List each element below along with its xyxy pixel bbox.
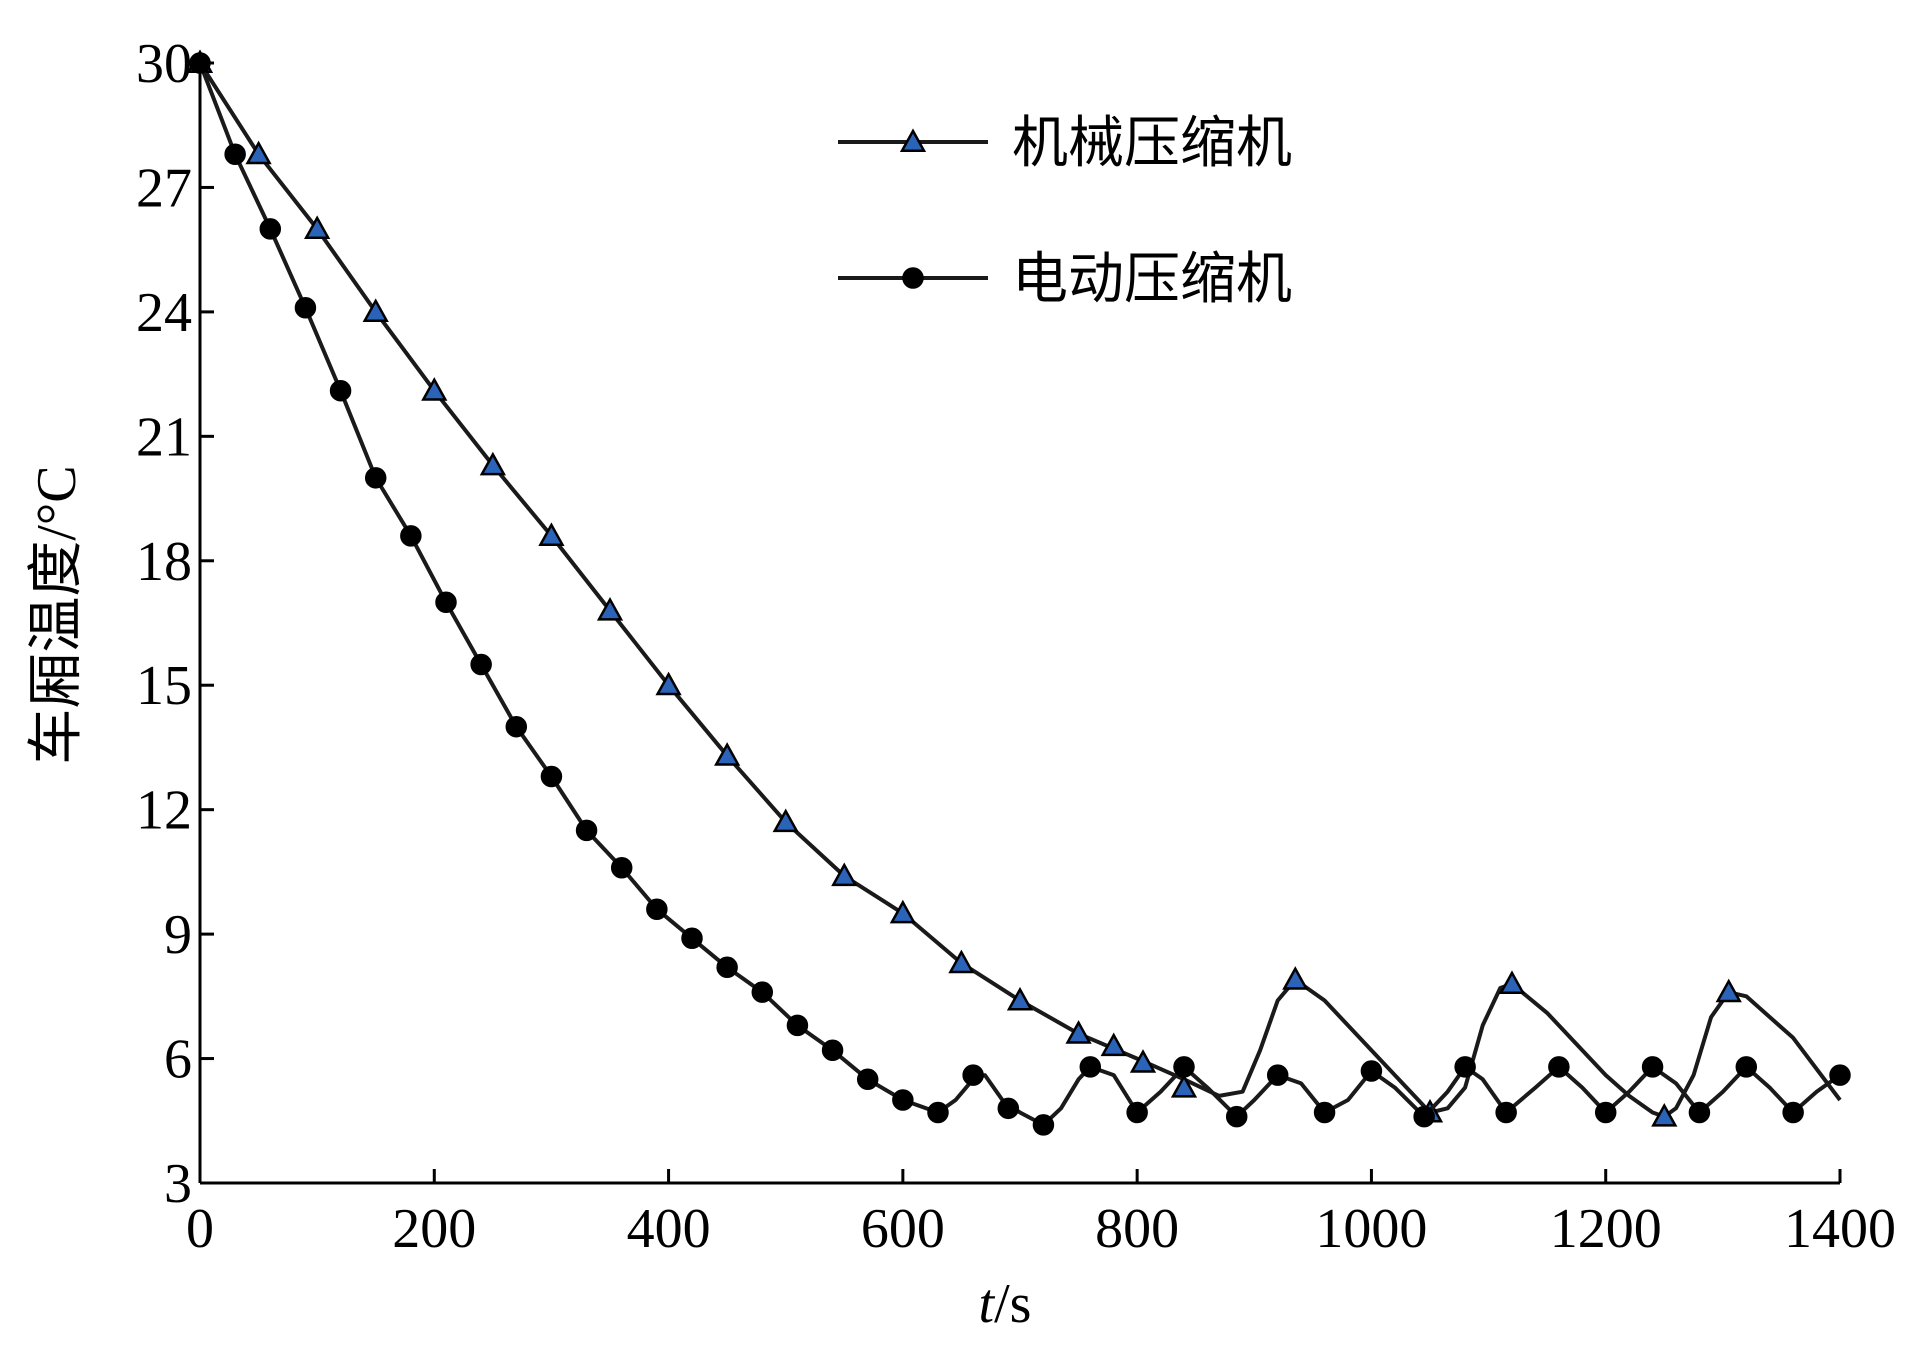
circle-marker: [575, 819, 598, 842]
x-tick-label: 1200: [1550, 1198, 1662, 1260]
circle-marker: [1126, 1101, 1148, 1124]
circle-marker: [224, 143, 246, 166]
circle-marker: [1360, 1060, 1383, 1082]
triangle-marker: [479, 451, 506, 476]
axes: 0 200 400 600 800 1000 1200 1400 3 6 9 12 15 18 21 24 27…: [136, 33, 1896, 1260]
triangle-marker: [772, 808, 799, 833]
triangle-marker: [1498, 970, 1526, 994]
triangle-marker: [304, 215, 331, 239]
circle-marker: [1594, 1101, 1617, 1124]
circle-marker: [1173, 1056, 1195, 1078]
x-tick-label: 400: [627, 1198, 711, 1260]
triangle-marker: [1715, 978, 1742, 1003]
circle-marker: [1548, 1056, 1570, 1078]
legend-label: 机械压缩机: [1012, 113, 1292, 175]
y-tick-label: 3: [164, 1153, 192, 1215]
circle-marker: [927, 1101, 949, 1124]
circle-marker: [400, 525, 422, 547]
circle-marker: [1495, 1101, 1517, 1124]
circle-marker: [1641, 1056, 1664, 1078]
triangle-marker: [1006, 986, 1034, 1011]
circle-marker: [294, 296, 317, 319]
x-tick-label: 1000: [1315, 1198, 1427, 1260]
circle-marker: [610, 856, 633, 879]
triangle-marker: [1651, 1103, 1678, 1127]
circle-marker: [189, 52, 211, 74]
y-tick-label: 21: [136, 406, 192, 468]
triangle-marker: [1170, 1074, 1198, 1098]
series-layer: [186, 49, 1851, 1136]
circle-marker: [505, 715, 528, 738]
x-tick-label: 0: [186, 1198, 214, 1260]
circle-marker: [716, 956, 738, 979]
y-axis-label: 车厢温度/°C: [26, 465, 88, 764]
y-tick-label: 15: [136, 655, 192, 717]
triangle-marker: [362, 298, 389, 322]
circle-marker: [997, 1097, 1020, 1120]
circle-marker: [856, 1068, 879, 1091]
circle-marker: [1454, 1056, 1476, 1078]
triangle-marker: [1282, 966, 1309, 990]
triangle-marker: [596, 596, 624, 621]
legend-circle-marker: [902, 267, 924, 289]
legend-label: 电动压缩机: [1012, 249, 1292, 311]
triangle-marker: [421, 377, 448, 401]
triangle-marker: [245, 140, 272, 165]
x-axis-label-unit: /s: [994, 1273, 1031, 1335]
y-tick-label: 18: [136, 531, 192, 593]
circle-marker: [892, 1089, 914, 1111]
circle-marker: [1829, 1064, 1851, 1086]
y-tick-label: 12: [136, 780, 192, 842]
circle-marker: [470, 653, 492, 676]
circle-marker: [821, 1039, 844, 1062]
series-2: [189, 52, 1851, 1136]
circle-marker: [681, 927, 703, 950]
circle-marker: [540, 765, 563, 788]
circle-marker: [1688, 1101, 1711, 1124]
legend-triangle-marker: [899, 128, 927, 153]
x-axis-label-italic: t: [979, 1273, 996, 1335]
circle-marker: [1413, 1105, 1435, 1128]
circle-marker: [1782, 1101, 1804, 1124]
triangle-marker: [1065, 1020, 1092, 1044]
circle-marker: [786, 1014, 809, 1037]
circle-marker: [1032, 1114, 1055, 1136]
circle-marker: [364, 467, 387, 489]
triangle-marker: [889, 899, 916, 924]
triangle-marker: [655, 671, 682, 696]
circle-marker: [435, 591, 457, 614]
x-tick-label: 600: [861, 1198, 945, 1260]
circle-marker: [1735, 1056, 1758, 1078]
circle-marker: [646, 898, 668, 920]
triangle-marker: [538, 522, 565, 546]
circle-marker: [751, 981, 774, 1003]
y-tick-label: 6: [164, 1029, 192, 1091]
y-tick-label: 30: [136, 33, 192, 95]
triangle-marker: [831, 862, 858, 887]
x-tick-label: 200: [392, 1198, 476, 1260]
circle-marker: [1266, 1064, 1289, 1086]
triangle-marker: [1100, 1032, 1127, 1057]
circle-marker: [1313, 1101, 1336, 1124]
legend-entry-1: 机械压缩机: [838, 113, 1292, 175]
triangle-marker: [714, 742, 741, 766]
series-line: [198, 62, 1842, 1127]
circle-marker: [962, 1064, 984, 1086]
circle-marker: [259, 218, 282, 240]
y-tick-label: 9: [164, 904, 192, 966]
series-line: [198, 61, 1842, 1119]
legend-entry-2: 电动压缩机: [838, 249, 1292, 311]
x-tick-label: 800: [1095, 1198, 1179, 1260]
circle-marker: [1079, 1056, 1102, 1078]
y-tick-label: 27: [136, 157, 192, 219]
x-axis-label: t/s: [979, 1273, 1032, 1335]
y-tick-label: 24: [136, 282, 192, 344]
triangle-marker: [948, 949, 975, 974]
triangle-marker: [1129, 1049, 1157, 1073]
x-tick-label: 1400: [1784, 1198, 1896, 1260]
circle-marker: [329, 379, 352, 402]
circle-marker: [1225, 1105, 1248, 1128]
